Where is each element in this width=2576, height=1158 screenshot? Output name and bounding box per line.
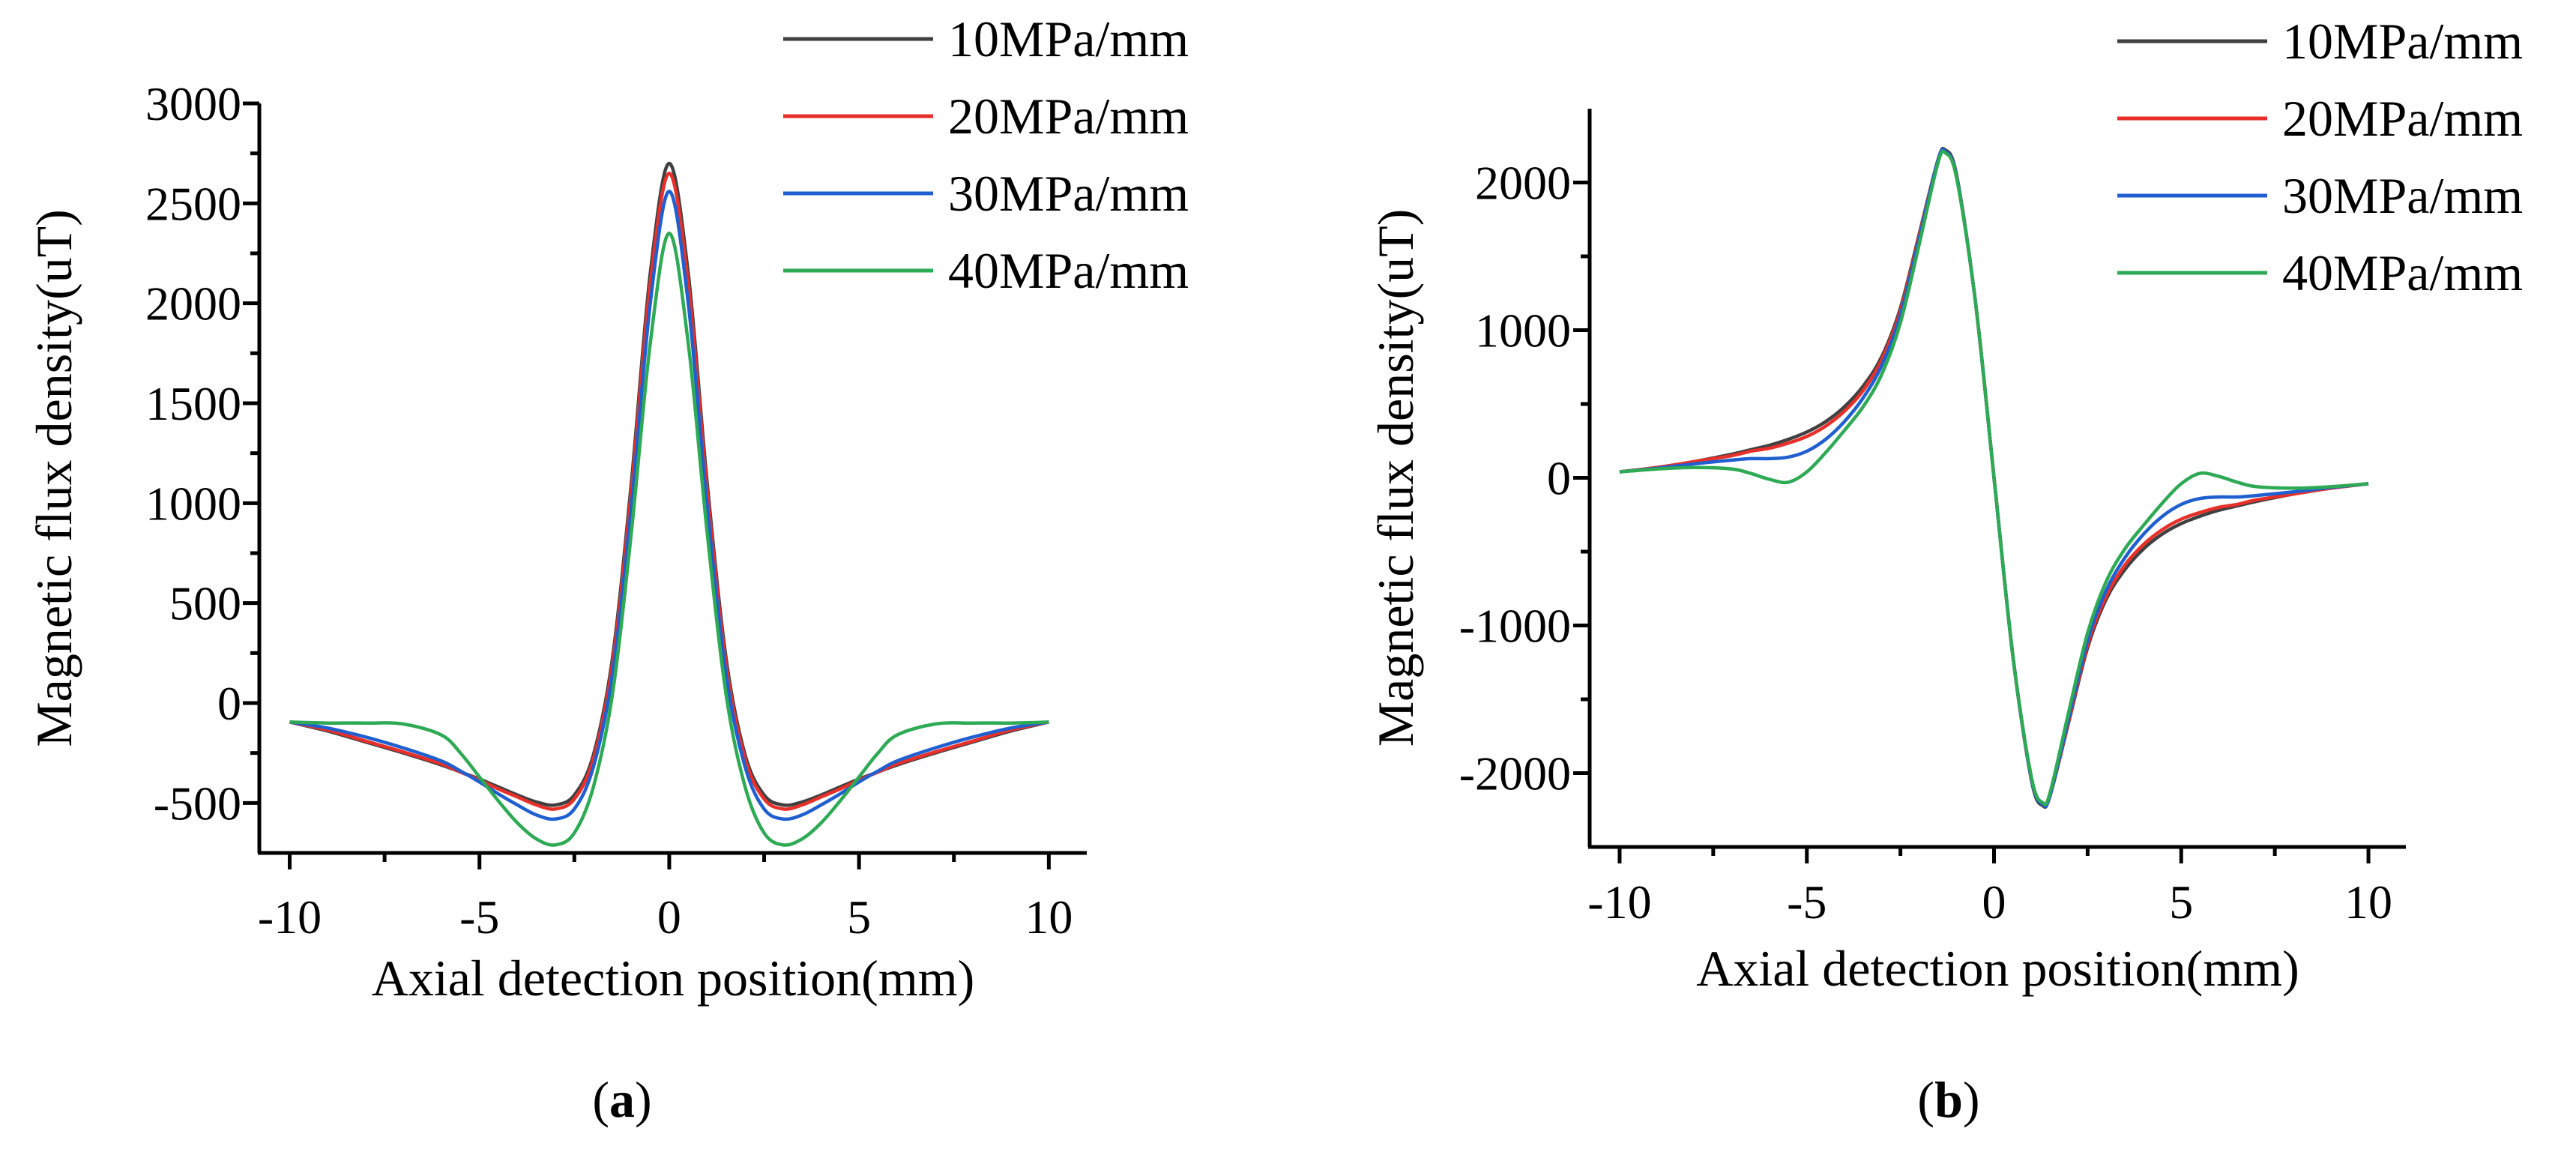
y-tick-label: 1000 [1475, 304, 1571, 358]
x-tick-label: 0 [1982, 875, 2006, 929]
series-line-30mpa-mm [289, 190, 1049, 821]
legend-label: 10MPa/mm [948, 10, 1189, 67]
chart-panel-a: -10 -5 0 5 10 -500 0 500 1000 1500 2000 2500 3000 Axi… [25, 10, 1189, 1128]
y-tick-label: -500 [154, 776, 241, 830]
panel-caption: (a) [592, 1071, 651, 1128]
x-tick-label: -5 [459, 890, 499, 944]
y-axis-title: Magnetic flux density(uT) [25, 209, 82, 747]
y-axis-title: Magnetic flux density(uT) [1367, 209, 1424, 747]
chart-panel-b: -10 -5 0 5 10 -2000 -1000 0 1000 2000 Axial detect… [1367, 13, 2523, 1128]
x-axis-title: Axial detection position(mm) [372, 950, 975, 1007]
legend-label: 30MPa/mm [948, 165, 1189, 222]
legend-label: 30MPa/mm [2282, 167, 2523, 224]
x-tick-label: -10 [258, 890, 322, 944]
x-tick-label: 10 [1025, 890, 1073, 944]
series-line-40mpa-mm [1619, 149, 2369, 806]
x-tick-label: -5 [1787, 875, 1827, 929]
legend-label: 20MPa/mm [2282, 90, 2523, 147]
y-tick-label: 1000 [145, 477, 241, 530]
y-tick-label: 0 [1547, 452, 1571, 505]
legend-label: 20MPa/mm [948, 88, 1189, 145]
y-tick-label: -1000 [1459, 600, 1571, 653]
series-line-40mpa-mm [289, 232, 1049, 847]
legend-label: 10MPa/mm [2282, 13, 2523, 70]
y-tick-label: 0 [217, 677, 241, 730]
series-line-20mpa-mm [289, 172, 1049, 811]
series-line-10mpa-mm [289, 161, 1049, 807]
x-axis-title: Axial detection position(mm) [1696, 940, 2299, 997]
y-tick-label: 500 [169, 577, 241, 630]
x-tick-label: 5 [2169, 875, 2193, 929]
y-tick-label: 1500 [145, 377, 241, 430]
x-tick-label: 5 [847, 890, 871, 944]
x-tick-label: 10 [2344, 875, 2392, 929]
y-tick-label: 2500 [145, 177, 241, 230]
y-tick-label: 3000 [145, 77, 241, 130]
legend-label: 40MPa/mm [2282, 244, 2523, 301]
legend-label: 40MPa/mm [948, 242, 1189, 299]
y-tick-label: 2000 [1475, 157, 1571, 210]
y-tick-label: 2000 [145, 277, 241, 331]
panel-caption: (b) [1917, 1071, 1979, 1128]
x-tick-label: 0 [657, 890, 681, 944]
x-tick-label: -10 [1587, 875, 1651, 929]
y-tick-label: -2000 [1459, 747, 1571, 800]
